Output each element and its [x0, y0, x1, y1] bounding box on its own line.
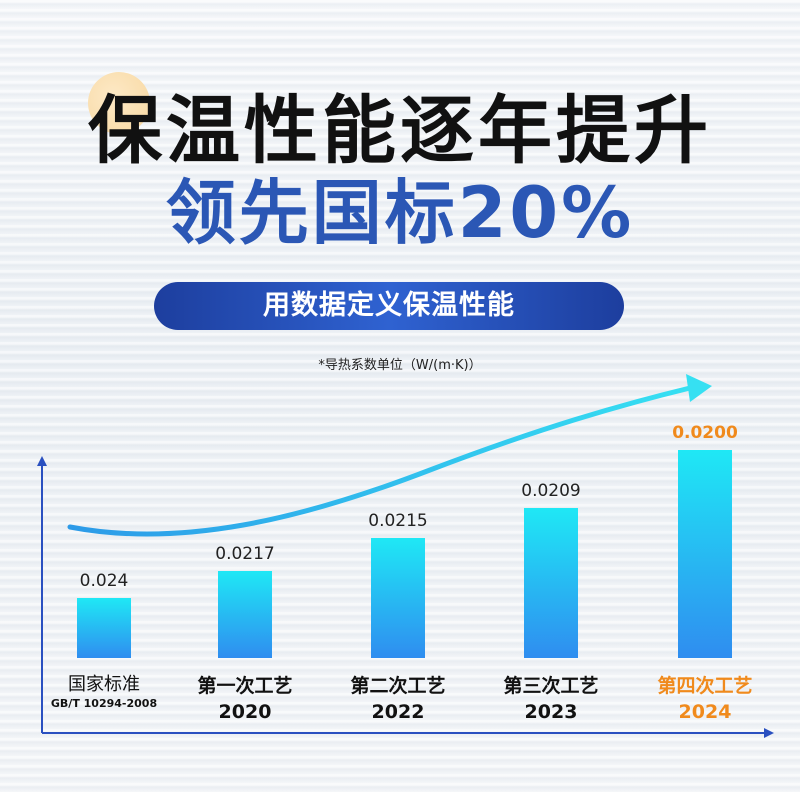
bar-2 — [371, 538, 425, 658]
chart-axes — [37, 456, 774, 738]
x-axis-arrowhead — [764, 728, 774, 738]
category-label-0: 国家标准 — [68, 674, 140, 695]
banner-pill: 用数据定义保温性能 — [154, 282, 624, 330]
value-label-2: 0.0215 — [368, 511, 427, 531]
value-label-0: 0.024 — [80, 571, 129, 591]
main-title: 保温性能逐年提升 — [88, 88, 712, 174]
unit-note: *导热系数单位（W/(m·K)） — [318, 358, 482, 373]
value-label-3: 0.0209 — [521, 481, 580, 501]
bar-0 — [77, 598, 131, 658]
trend-arrow — [67, 374, 712, 537]
main-subtitle: 领先国标20% — [165, 172, 635, 254]
category-label-2: 第二次工艺 — [350, 674, 445, 697]
bar-4 — [678, 450, 732, 658]
category-sublabel-2: 2022 — [372, 701, 425, 723]
trend-curve — [67, 385, 693, 537]
category-sublabel-4: 2024 — [679, 701, 732, 723]
category-label-1: 第一次工艺 — [197, 674, 292, 697]
trend-arrowhead — [686, 374, 712, 402]
bar-3 — [524, 508, 578, 658]
category-sublabel-1: 2020 — [219, 701, 272, 723]
category-label-3: 第三次工艺 — [503, 674, 598, 697]
category-sublabel-3: 2023 — [525, 701, 578, 723]
bar-1 — [218, 571, 272, 658]
category-label-4: 第四次工艺 — [657, 674, 752, 697]
bar-group — [77, 450, 732, 658]
decorative-circle — [88, 72, 150, 134]
y-axis-arrowhead — [37, 456, 47, 466]
label-group: 0.024 国家标准 GB/T 10294-2008 0.0217 第一次工艺 2020 0… — [51, 423, 753, 723]
category-sublabel-0: GB/T 10294-2008 — [51, 697, 157, 710]
value-label-4: 0.0200 — [672, 423, 738, 443]
value-label-1: 0.0217 — [215, 544, 274, 564]
